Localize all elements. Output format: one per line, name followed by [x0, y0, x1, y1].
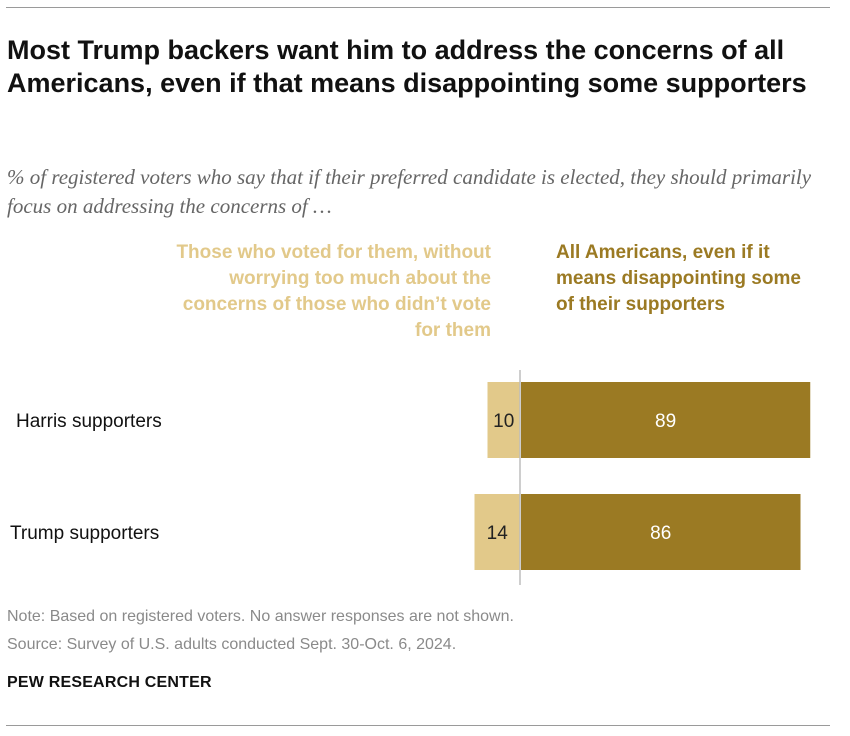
top-rule	[6, 7, 830, 8]
data-label-right: 86	[650, 523, 671, 544]
bar-chart: Harris supporters 10 89 Trump supporters 14 8…	[10, 370, 811, 585]
bar-right	[521, 382, 811, 458]
chart-note: Note: Based on registered voters. No ans…	[7, 608, 514, 625]
data-label-left: 10	[493, 411, 514, 432]
legend-left-label: Those who voted for them, without worryi…	[176, 242, 491, 341]
category-label: Trump supporters	[10, 523, 159, 544]
bar-right	[521, 494, 801, 570]
brand-label: PEW RESEARCH CENTER	[7, 674, 212, 691]
legend-right-label: All Americans, even if it means disappoi…	[556, 242, 801, 315]
category-label: Harris supporters	[16, 411, 162, 432]
bottom-rule	[6, 725, 830, 726]
chart-title: Most Trump backers want him to address t…	[7, 35, 807, 98]
chart-source: Source: Survey of U.S. adults conducted …	[7, 636, 457, 653]
chart-subtitle: % of registered voters who say that if t…	[7, 165, 812, 218]
bar-left	[487, 382, 520, 458]
bar-left	[474, 494, 520, 570]
data-label-left: 14	[487, 523, 509, 544]
data-label-right: 89	[655, 411, 676, 432]
